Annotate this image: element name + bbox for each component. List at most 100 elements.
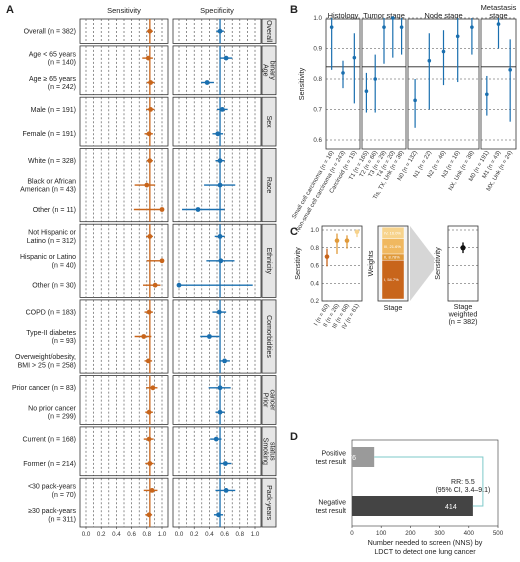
point-estimate: [144, 182, 150, 188]
point-estimate: [334, 238, 340, 243]
subgroup-label: Other (n = 30): [32, 283, 76, 290]
subgroup-label: Hispanic or Latino: [20, 254, 76, 261]
x-axis-label: LDCT to detect one lung cancer: [374, 547, 476, 556]
subgroup-label: Prior cancer (n = 83): [12, 385, 76, 392]
tick-label: 0.4: [112, 531, 121, 538]
tick-label: 0.4: [205, 531, 214, 538]
group-strip: [261, 96, 277, 147]
tick-label: 1.0: [158, 531, 167, 538]
point-estimate: [352, 55, 357, 60]
plot-frame: [321, 225, 363, 302]
nns-bar-negative: [352, 496, 473, 516]
facet-title: Tumor stage: [363, 11, 405, 20]
tick-label: 300: [434, 530, 445, 537]
column-title: Specificity: [200, 6, 234, 15]
group-strip-label: Prior: [262, 393, 269, 408]
subgroup-label: Overweight/obesity,: [15, 354, 76, 361]
ratio-annotation: RR: 5.5: [451, 479, 475, 486]
point-estimate: [159, 258, 165, 264]
tick-label: 0.8: [310, 245, 319, 252]
tick-label: 1.0: [310, 227, 319, 234]
tick-label: 1.0: [313, 15, 322, 22]
point-estimate: [223, 55, 229, 61]
point-estimate: [146, 436, 152, 442]
subgroup-label: (n = 242): [48, 84, 76, 91]
tick-label: 0.0: [82, 531, 91, 538]
weighted-label: (n = 382): [449, 317, 478, 326]
point-estimate: [508, 68, 512, 72]
point-estimate: [148, 80, 154, 85]
point-estimate: [215, 131, 221, 137]
category-label: test result: [316, 508, 346, 515]
tick-label: 0.8: [313, 76, 322, 83]
point-estimate: [145, 358, 151, 364]
subgroup-label: Age ≥ 65 years: [29, 76, 77, 83]
point-estimate: [159, 207, 165, 212]
group-strip-label: Age: [262, 64, 269, 77]
point-estimate: [213, 436, 219, 442]
point-estimate: [413, 98, 417, 103]
weight-label: II, 8.78%: [384, 255, 400, 260]
point-estimate: [216, 309, 222, 315]
tick-label: 0.7: [313, 107, 322, 114]
point-estimate: [150, 385, 156, 391]
point-estimate: [147, 234, 153, 239]
tick-label: 0: [350, 530, 354, 537]
point-estimate: [216, 512, 221, 518]
tick-label: 0.2: [190, 531, 199, 538]
group-strip-label: Pack-years: [265, 485, 272, 521]
category-label: Positive: [321, 451, 346, 458]
weighted-label: weighted: [448, 310, 478, 319]
subgroup-label: Male (n = 191): [31, 107, 76, 114]
weighted-label: Stage: [454, 302, 473, 311]
panel-label-a: A: [6, 4, 14, 16]
category-label: Negative: [318, 500, 346, 507]
bar-value-label: 414: [445, 504, 457, 511]
point-estimate: [207, 334, 212, 339]
point-estimate: [329, 25, 334, 29]
point-estimate: [195, 207, 201, 212]
bar-value-label: 76: [348, 455, 356, 462]
point-estimate: [147, 461, 153, 466]
tick-label: 1.0: [251, 531, 260, 538]
x-axis-label: Stage: [384, 303, 403, 312]
point-estimate: [485, 92, 489, 97]
weight-segment: [381, 227, 405, 239]
y-axis-label: Sensitivity: [297, 67, 306, 100]
tick-label: 0.8: [142, 531, 151, 538]
subgroup-label: (n = 93): [52, 338, 76, 345]
group-strip-label: binary: [269, 61, 276, 81]
panel-a: A Sensitivity Specificity Overall Overall (n…: [6, 4, 277, 538]
point-estimate: [145, 55, 151, 61]
group-strip: [261, 375, 277, 425]
subgroup-label: (n = 311): [48, 516, 76, 523]
facet-frame: [325, 18, 361, 150]
y-axis-label: Sensitivity: [433, 247, 442, 280]
subgroup-label: BMI > 25 (n = 258): [18, 362, 76, 369]
panel-label-b: B: [290, 4, 298, 16]
group-strip: [261, 477, 277, 528]
tick-label: 0.9: [313, 46, 322, 53]
point-estimate: [399, 25, 404, 29]
point-estimate: [223, 488, 229, 493]
subgroup-label: American (n = 43): [20, 187, 76, 194]
point-estimate: [344, 238, 350, 243]
point-estimate: [470, 25, 474, 29]
tick-label: 100: [376, 530, 387, 537]
subgroup-label: Current (n = 168): [23, 437, 77, 444]
panel-label-d: D: [290, 431, 298, 443]
ratio-connector: [374, 456, 484, 507]
point-estimate: [218, 258, 224, 264]
subgroup-label: Black or African: [27, 178, 76, 185]
weight-label: IV, 16.0%: [384, 230, 401, 235]
group-strip-label: Smoking: [262, 438, 269, 465]
point-estimate: [148, 107, 154, 112]
tick-label: 0.6: [310, 263, 319, 270]
y-axis-label: Weights: [366, 250, 375, 276]
weight-label: III, 21.6%: [384, 244, 401, 249]
category-label: test result: [316, 459, 346, 466]
subgroup-label: (n = 70): [52, 492, 76, 499]
point-estimate: [364, 89, 369, 93]
